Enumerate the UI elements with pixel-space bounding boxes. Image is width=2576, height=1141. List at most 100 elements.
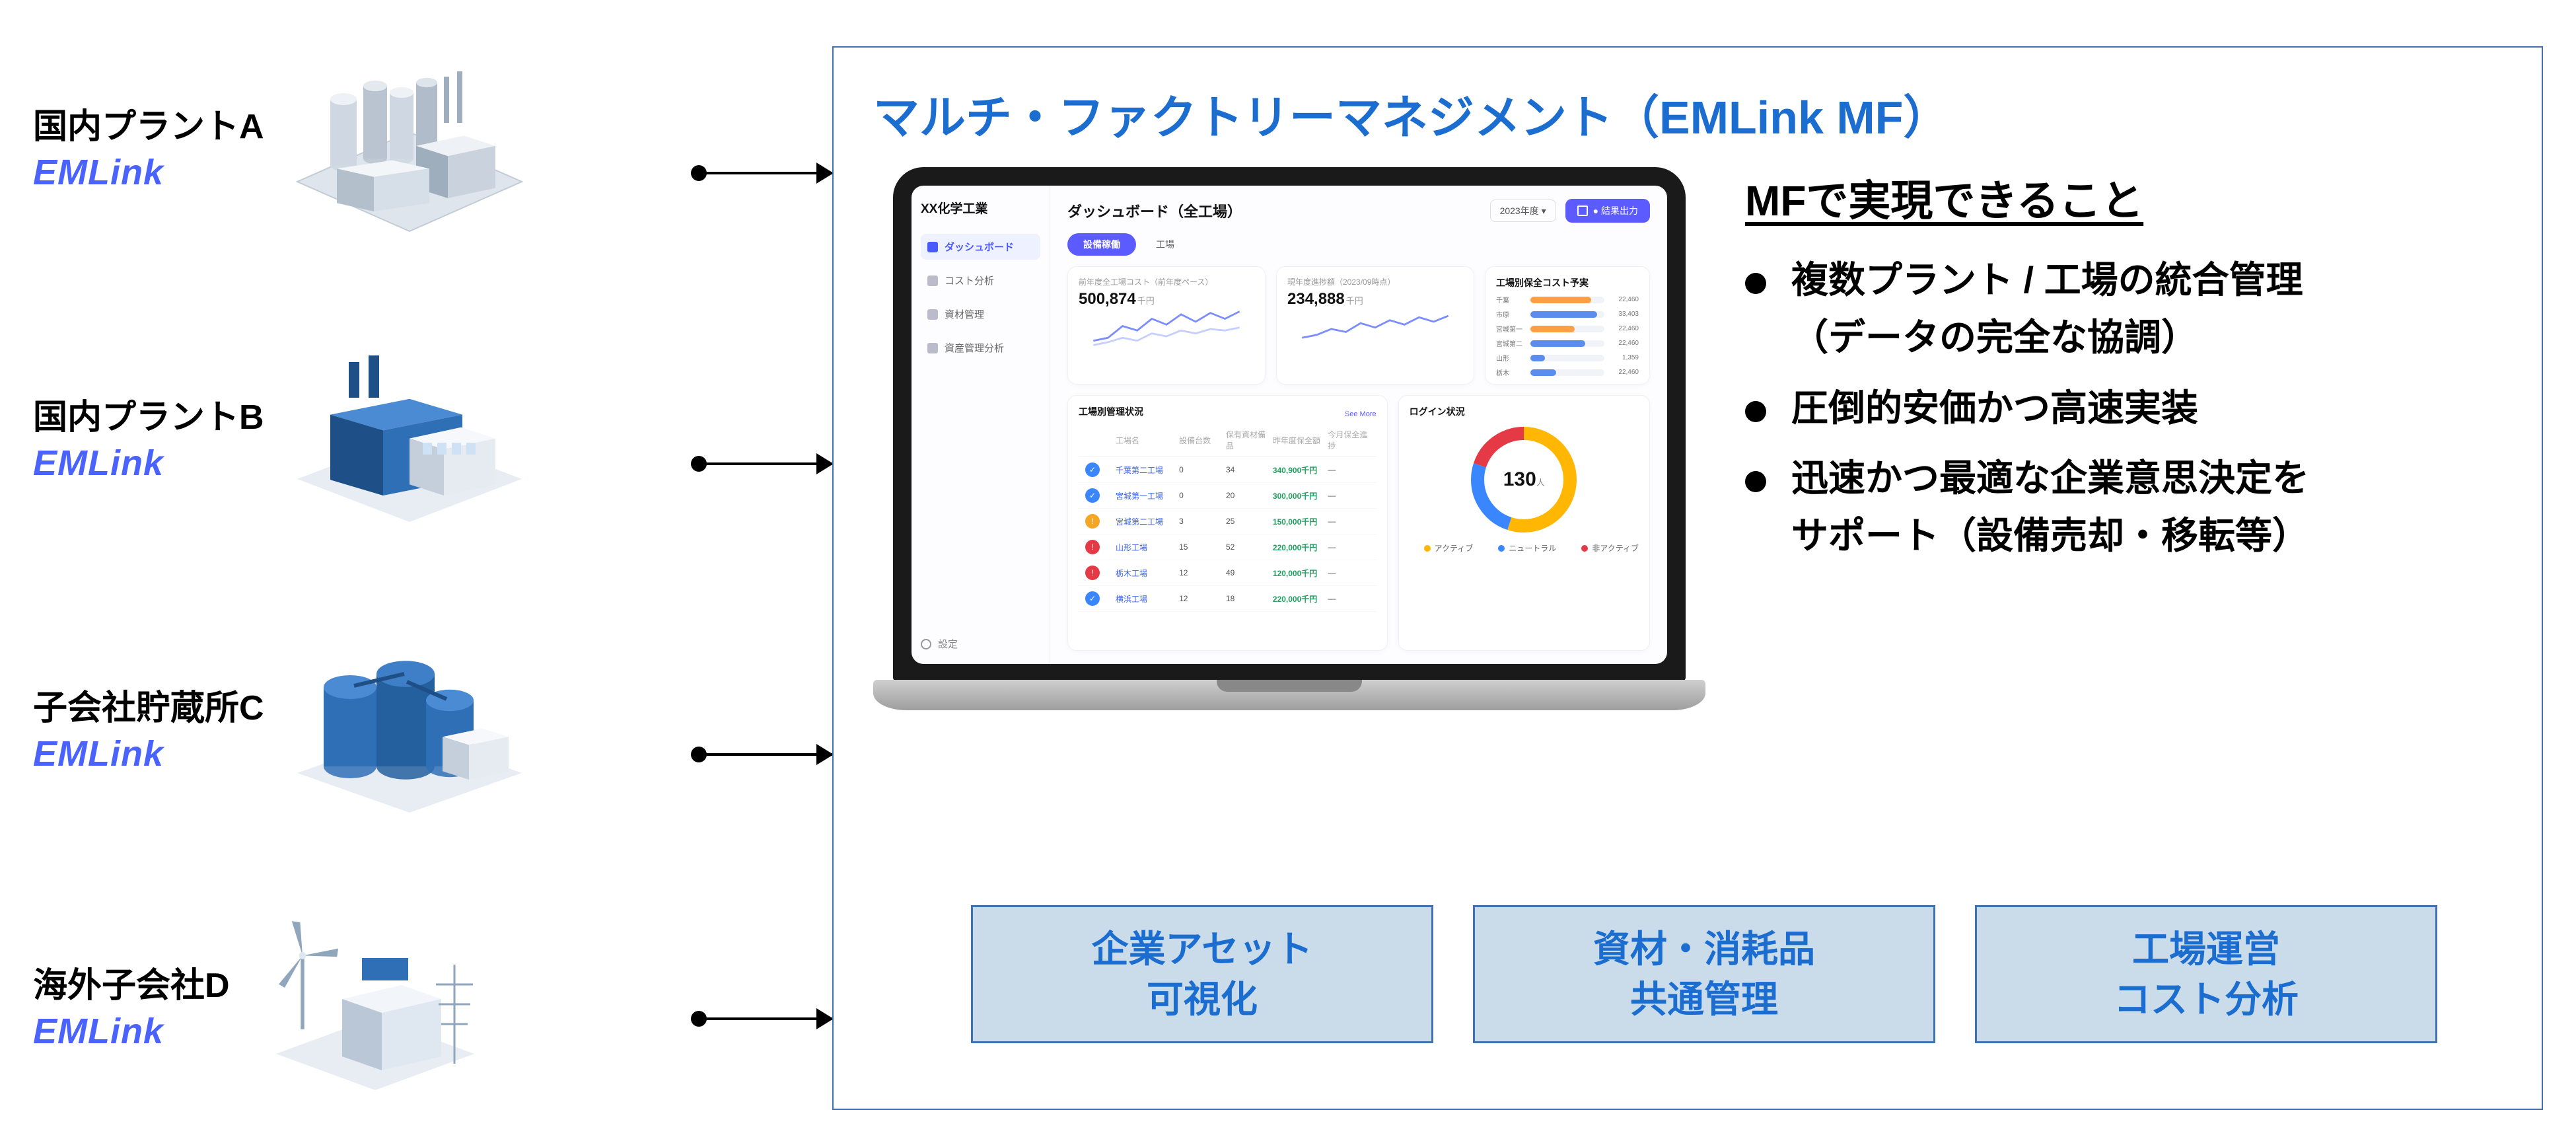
app-sidebar: XX化学工業ダッシュボードコスト分析資材管理資産管理分析設定 [912,186,1050,664]
header-controls: 2023年度 ▾ ● 結果出力 [1490,199,1650,223]
card-header: 工場別管理状況See More [1079,405,1377,423]
hbar-value: 1,359 [1610,354,1639,361]
table-card: 工場別管理状況See More工場名設備台数保有資材備品昨年度保全額今月保全進捗… [1067,395,1388,651]
cell-c: 340,900千円 [1273,464,1322,476]
hbar-value: 22,460 [1610,325,1639,332]
cell-d: — [1328,517,1373,526]
pill-line1: 工場運営 [2132,928,2280,970]
hbar-label: 市原 [1496,309,1525,319]
settings-label: 設定 [938,637,958,651]
cell-d: — [1328,568,1373,577]
cell-c: 300,000千円 [1273,490,1322,501]
hbar-fill [1530,355,1545,361]
sidebar-settings[interactable]: 設定 [921,637,1040,651]
table-row[interactable]: !山形工場1552220,000千円— [1079,534,1377,560]
benefits-list: 複数プラント / 工場の統合管理（データの完全な協調）圧倒的安価かつ高速実装迅速… [1745,252,2502,565]
hbar-fill [1530,297,1591,303]
feature-pill-1: 資材・消耗品共通管理 [1473,905,1935,1043]
hbar-label: 山形 [1496,353,1525,363]
table-row[interactable]: ✓千葉第二工場034340,900千円— [1079,457,1377,483]
plant-illustration [291,344,528,529]
hbar-row: 栃木22,460 [1496,367,1639,377]
year-selector[interactable]: 2023年度 ▾ [1490,200,1556,222]
status-badge: ! [1085,514,1100,529]
hbar-value: 22,460 [1610,340,1639,347]
hbar-label: 栃木 [1496,367,1525,377]
cell-a: 0 [1179,491,1221,500]
donut-center: 130人 [1468,423,1580,536]
benefit-line2: （データの完全な協調） [1791,309,2502,367]
hbar-fill [1530,340,1585,347]
card-title: 工場別保全コスト予実 [1496,276,1639,289]
metric-sub: 前年度全工場コスト（前年度ペース） [1079,276,1254,287]
cost-forecast-card: 工場別保全コスト予実千葉22,460市原33,403宮城第一22,460宮城第二… [1485,266,1650,385]
tab-0[interactable]: 設備稼働 [1067,233,1136,256]
plant-illustration [256,912,494,1097]
th: 保有資材備品 [1226,429,1268,451]
laptop-notch [1217,680,1362,692]
legend-item: ニュートラル [1484,542,1556,554]
plant-info: 海外子会社DEMLink [33,957,230,1052]
table-row[interactable]: ✓宮城第一工場020300,000千円— [1079,483,1377,509]
hbar-track [1530,311,1604,318]
hbar-label: 千葉 [1496,295,1525,305]
hbar-track [1530,369,1604,376]
tab-1[interactable]: 工場 [1140,233,1190,256]
factory-name: 横浜工場 [1116,593,1174,605]
table-row[interactable]: !宮城第二工場325150,000千円— [1079,509,1377,534]
plant-label: 子会社貯蔵所C [33,680,264,729]
export-button[interactable]: ● 結果出力 [1565,199,1650,223]
pill-line1: 資材・消耗品 [1593,928,1815,970]
cell-d: — [1328,465,1373,474]
hbar-value: 22,460 [1610,296,1639,303]
plant-row-2: 子会社貯蔵所CEMLink [33,634,528,819]
cell-c: 150,000千円 [1273,516,1322,527]
hbar-row: 宮城第二 22,460 [1496,338,1639,348]
plant-label: 海外子会社D [33,957,230,1007]
cell-a: 0 [1179,465,1221,474]
cell-b: 18 [1226,594,1268,603]
cell-b: 25 [1226,517,1268,526]
plant-row-1: 国内プラントBEMLink [33,344,528,529]
laptop-screen: XX化学工業ダッシュボードコスト分析資材管理資産管理分析設定ダッシュボード（全工… [893,167,1686,682]
donut-value: 130 [1503,468,1536,490]
plant-info: 子会社貯蔵所CEMLink [33,680,264,774]
plant-d-icon [256,912,494,1097]
see-more-link[interactable]: See More [1345,410,1377,418]
donut-unit: 人 [1536,478,1545,488]
table-row[interactable]: !栃木工場1249120,000千円— [1079,560,1377,586]
feature-pill-2: 工場運営コスト分析 [1975,905,2437,1043]
connector-arrow-1 [700,462,832,465]
nav-icon [927,276,938,286]
main-body: XX化学工業ダッシュボードコスト分析資材管理資産管理分析設定ダッシュボード（全工… [873,167,2502,710]
nav-icon [927,343,938,353]
nav-icon [927,242,938,252]
th: 昨年度保全額 [1273,435,1322,446]
metric-value: 234,888千円 [1287,290,1463,309]
hbar-track [1530,326,1604,332]
hbar-row: 山形 1,359 [1496,353,1639,363]
cell-b: 49 [1226,568,1268,577]
th: 設備台数 [1179,435,1221,446]
metric-row: 前年度全工場コスト（前年度ペース）500,874千円 現年度進捗額（2023/0… [1067,266,1650,385]
sidebar-item-2[interactable]: 資材管理 [921,301,1040,327]
hbar-label: 宮城第二 [1496,338,1525,348]
sidebar-item-1[interactable]: コスト分析 [921,268,1040,293]
cell-b: 52 [1226,542,1268,552]
hbar-fill [1530,369,1556,376]
hbar-track [1530,340,1604,347]
dashboard-app: XX化学工業ダッシュボードコスト分析資材管理資産管理分析設定ダッシュボード（全工… [912,186,1667,664]
pill-line2: 共通管理 [1630,978,1778,1020]
benefit-item-0: 複数プラント / 工場の統合管理（データの完全な協調） [1745,252,2502,367]
cell-d: — [1328,491,1373,500]
card-title: ログイン状況 [1410,405,1639,418]
plant-row-3: 海外子会社DEMLink [33,912,494,1097]
sidebar-item-0[interactable]: ダッシュボード [921,234,1040,260]
cell-a: 15 [1179,542,1221,552]
legend-item: アクティブ [1410,542,1474,554]
table-row[interactable]: ✓横浜工場1218220,000千円— [1079,586,1377,612]
plant-illustration [291,634,528,819]
sidebar-item-3[interactable]: 資産管理分析 [921,335,1040,361]
plant-b-icon [291,344,528,529]
benefit-item-1: 圧倒的安価かつ高速実装 [1745,380,2502,437]
